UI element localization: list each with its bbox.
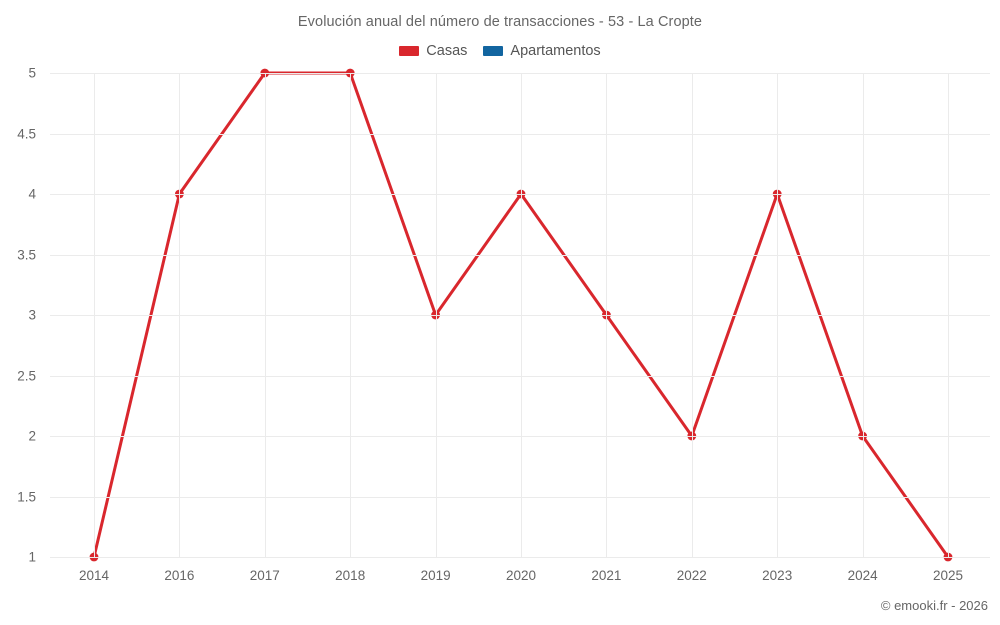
x-axis-tick-label: 2016 [164, 568, 195, 583]
y-axis-tick-label: 1 [28, 549, 36, 565]
gridline-horizontal [50, 194, 990, 195]
gridline-horizontal [50, 133, 990, 135]
y-axis-tick-label: 2 [28, 428, 36, 444]
y-axis-tick-label: 1.5 [17, 489, 36, 504]
legend-swatch-icon [483, 46, 504, 57]
legend-swatch-icon [399, 46, 420, 57]
x-axis-tick-label: 2019 [420, 568, 451, 583]
gridline-vertical [94, 73, 95, 557]
gridline-vertical [350, 73, 352, 557]
footer-credit: © emooki.fr - 2026 [880, 598, 988, 613]
legend-item-label: Apartamentos [510, 43, 601, 59]
y-axis-tick-label: 4.5 [17, 126, 36, 141]
gridline-horizontal [50, 254, 990, 256]
chart-title: Evolución anual del número de transaccio… [297, 14, 703, 30]
gridline-horizontal [50, 557, 990, 558]
y-axis-tick-label: 3.5 [17, 247, 36, 262]
x-axis-tick-label: 2025 [932, 568, 964, 583]
x-axis-tick-label: 2021 [591, 568, 622, 583]
legend-item-label: Casas [426, 43, 468, 59]
x-axis-tick-label: 2022 [676, 568, 707, 583]
gridline-vertical [179, 73, 181, 557]
gridline-vertical [521, 73, 522, 557]
gridline-vertical [606, 73, 608, 557]
y-axis-tick-label: 3 [28, 307, 36, 323]
gridline-vertical [264, 73, 266, 557]
y-axis-tick-label: 5 [28, 65, 36, 81]
gridline-vertical [435, 73, 437, 557]
gridline-vertical [691, 73, 693, 557]
gridline-vertical [948, 73, 949, 557]
chart-legend: Casas Apartamentos [0, 44, 1000, 59]
gridline-horizontal [50, 73, 990, 74]
y-axis-tick-label: 2.5 [17, 368, 36, 383]
gridline-vertical [862, 73, 864, 557]
legend-item-casas[interactable]: Casas [399, 44, 467, 59]
x-axis-tick-label: 2014 [78, 568, 110, 583]
x-axis-tick-label: 2018 [335, 568, 366, 583]
gridline-horizontal [50, 436, 990, 437]
gridline-horizontal [50, 496, 990, 498]
legend-item-apartamentos[interactable]: Apartamentos [483, 43, 601, 59]
x-axis-tick-label: 2017 [249, 568, 280, 583]
x-axis-tick-label: 2020 [505, 568, 537, 583]
gridline-vertical [777, 73, 779, 557]
gridline-horizontal [50, 375, 990, 377]
x-axis-tick-label: 2023 [762, 568, 793, 583]
gridline-horizontal [50, 315, 990, 316]
plot-area: 1 1.5 2 2.5 3 3.5 4 4.5 5 2014 2016 2017 2018 2019 202… [17, 66, 990, 583]
x-axis-tick-label: 2024 [847, 568, 878, 583]
y-axis-tick-label: 4 [28, 186, 36, 202]
